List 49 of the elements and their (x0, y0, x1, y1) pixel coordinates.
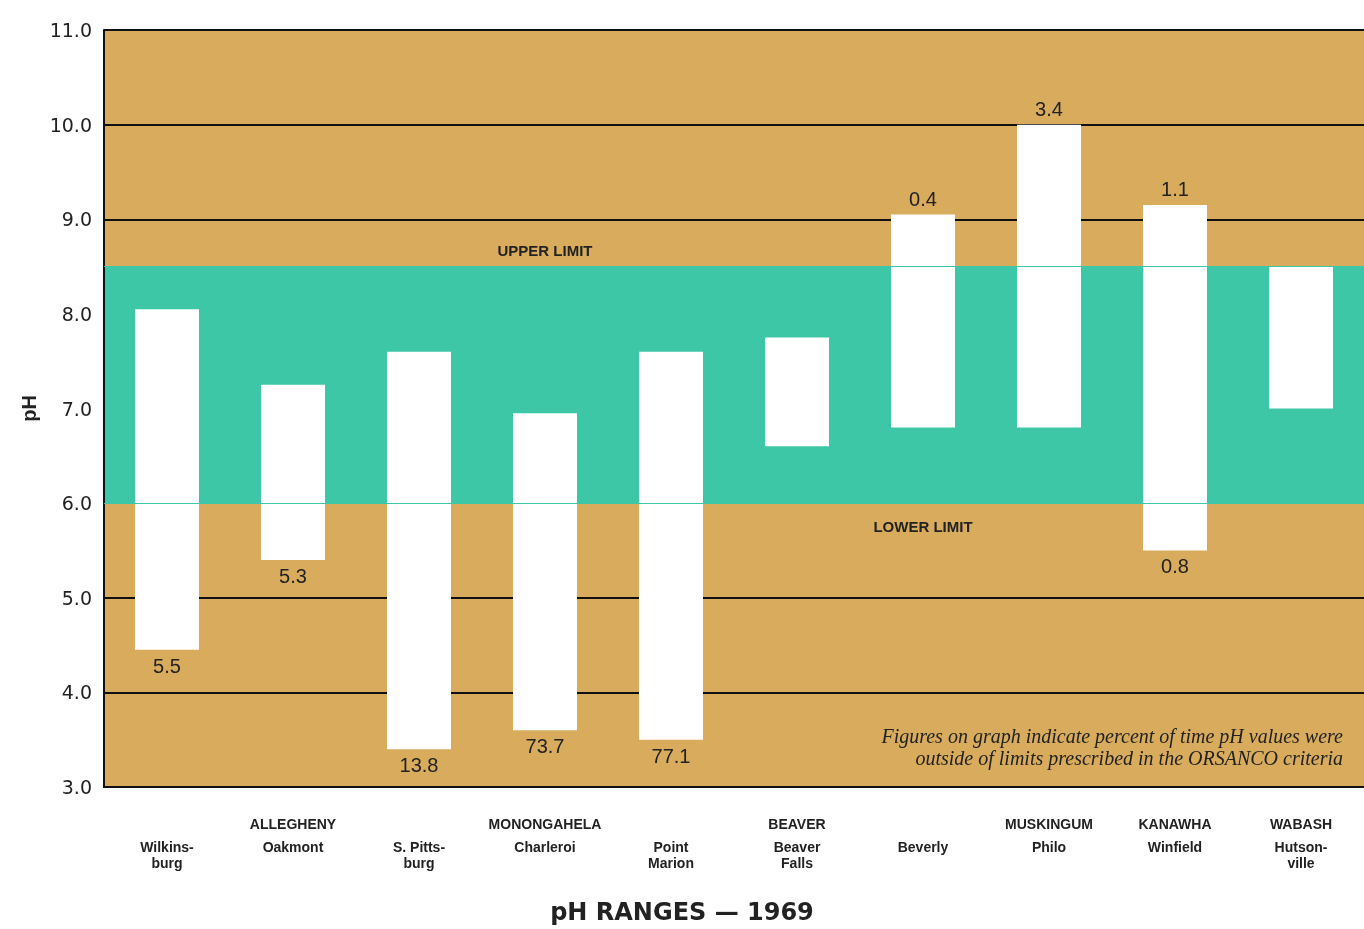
bar (639, 351, 703, 740)
x-tick-label: Wilkins- burg (140, 839, 195, 871)
x-tick-label: Charleroi (514, 839, 576, 855)
annotation: 13.8 (399, 754, 439, 777)
text: MUSKINGUM (1005, 816, 1093, 832)
y-tick-label: 8.0 (61, 302, 92, 325)
bar (1269, 266, 1333, 409)
x-tick-label: Point Marion (648, 839, 694, 871)
y-tick-label: 7.0 (61, 397, 92, 420)
annotation: Figures on graph indicate percent of time pH values were outside of limits prescribed in the ORSANCO criteria (880, 725, 1344, 771)
y-tick-label: 5.0 (61, 586, 92, 609)
bar (513, 413, 577, 731)
annotation: 1.1 (1161, 178, 1189, 201)
annotation: 77.1 (651, 744, 691, 767)
x-tick-label: Winfield (1147, 839, 1203, 855)
text: ALLEGHENY (249, 816, 337, 832)
text: BEAVER (768, 816, 826, 832)
y-axis-title: pH (17, 395, 40, 422)
x-tick-label: Hutson- ville (1274, 839, 1328, 871)
text: pH RANGES — 1969 (550, 898, 814, 926)
text: MONONGAHELA (488, 816, 602, 832)
ref-line-label: UPPER LIMIT (497, 241, 593, 259)
bar (1143, 205, 1207, 551)
y-tick-label: 10.0 (49, 113, 92, 136)
x-tick-label: S. Pitts- burg (392, 839, 446, 871)
y-tick-label: 6.0 (61, 492, 92, 515)
y-tick-label: 4.0 (61, 681, 92, 704)
annotation: 73.7 (525, 735, 565, 758)
annotation: 0.4 (909, 187, 937, 210)
bar (765, 337, 829, 447)
y-tick-label: 9.0 (61, 208, 92, 231)
text: KANAWHA (1138, 816, 1212, 832)
bar (1017, 124, 1081, 428)
x-tick-label: Beverly (897, 839, 949, 855)
x-tick-label: Beaver Falls (773, 839, 821, 871)
annotation: 3.4 (1035, 97, 1063, 120)
y-tick-label: 3.0 (61, 776, 92, 798)
annotation: 5.3 (279, 564, 307, 587)
bar (387, 351, 451, 750)
bar (891, 214, 955, 428)
bar (261, 384, 325, 560)
y-tick-label: 11.0 (49, 19, 92, 41)
annotation: 0.8 (1161, 555, 1189, 578)
bar (135, 309, 199, 650)
ref-line-label: LOWER LIMIT (873, 518, 973, 536)
x-tick-label: Oakmont (262, 839, 324, 855)
x-tick-label: Philo (1031, 839, 1067, 855)
annotation: 5.5 (153, 654, 181, 677)
text: WABASH (1269, 816, 1333, 832)
